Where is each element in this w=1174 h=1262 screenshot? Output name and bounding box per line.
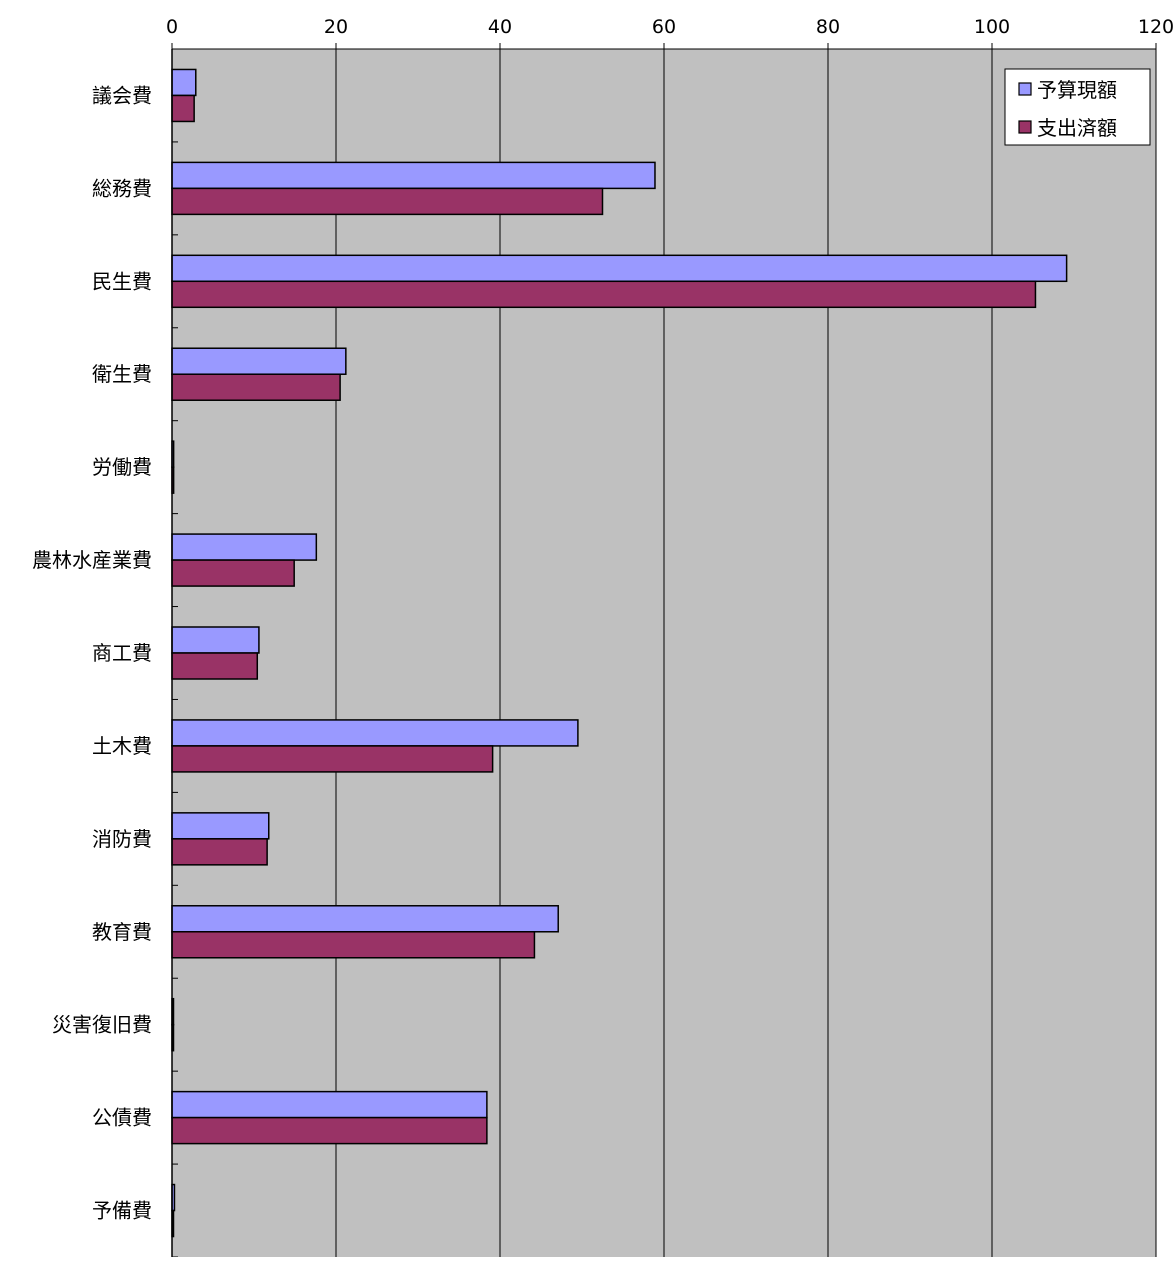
category-label: 教育費 [92, 920, 152, 944]
gridlines [335, 49, 1157, 1257]
bar-expenditure [171, 559, 295, 587]
bar-budget [171, 812, 270, 840]
legend-label: 予算現額 [1037, 78, 1117, 102]
axes: 0 20 40 60 80 100 120 議会費総務費民生費衛生費労働費農林水産業費商工費土… [32, 16, 1174, 1258]
x-tick-label: 20 [324, 16, 348, 38]
bar-budget [171, 719, 579, 747]
legend-label: 支出済額 [1037, 116, 1117, 140]
category-label: 総務費 [92, 176, 152, 200]
bar-expenditure [171, 94, 195, 123]
bar-budget [171, 533, 318, 561]
bar-expenditure [171, 373, 341, 401]
x-tick-label: 120 [1138, 16, 1174, 38]
bar-budget [171, 161, 656, 190]
x-tick-label: 40 [488, 16, 512, 38]
x-tick-label: 60 [652, 16, 676, 38]
category-label: 予備費 [92, 1199, 152, 1223]
category-label: 議会費 [92, 83, 152, 107]
category-label: 商工費 [92, 641, 152, 665]
category-label: 農林水産業費 [32, 548, 152, 572]
bar-budget [171, 626, 260, 654]
bar-expenditure [171, 745, 494, 773]
category-label: 公債費 [92, 1106, 152, 1130]
bar-expenditure [171, 1116, 488, 1145]
x-tick-label: 0 [166, 16, 178, 38]
bar-budget [171, 254, 1068, 283]
bar-budget [171, 68, 197, 97]
bars [171, 68, 1068, 1238]
category-label: 土木費 [92, 734, 152, 758]
bar-expenditure [171, 652, 259, 680]
bar-expenditure [171, 838, 268, 866]
category-label: 災害復旧費 [52, 1013, 152, 1037]
bar-expenditure [171, 931, 536, 959]
category-label: 消防費 [92, 827, 152, 851]
legend-swatch [1018, 120, 1032, 134]
bar-budget [171, 1090, 488, 1119]
category-label: 労働費 [92, 455, 152, 479]
bar-expenditure [171, 280, 1037, 309]
bar-expenditure [171, 187, 604, 216]
category-label: 衛生費 [92, 362, 152, 386]
category-label: 民生費 [92, 269, 152, 293]
legend-swatch [1018, 82, 1032, 96]
x-tick-label: 80 [816, 16, 840, 38]
bar-budget [171, 347, 347, 375]
bar-budget [171, 905, 559, 933]
x-tick-label: 100 [974, 16, 1010, 38]
